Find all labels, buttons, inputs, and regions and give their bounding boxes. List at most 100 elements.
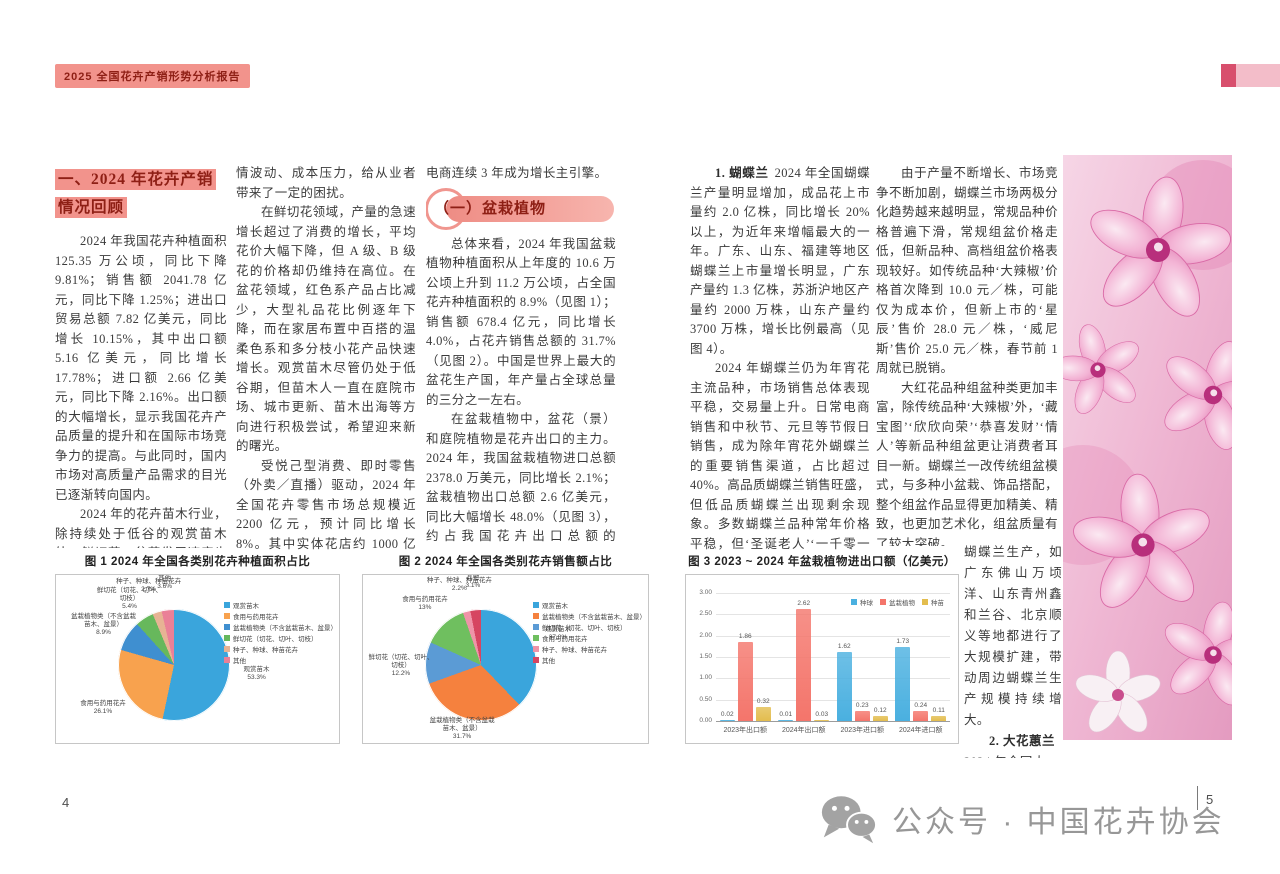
gridline [716,699,950,701]
pie-slice-label: 盆栽植物类（不含盆栽苗木、盆景） 31.7% [429,717,495,740]
body-column-2: 情波动、成本压力，给从业者带来了一定的困扰。 在鲜切花领域，产量的急速增长超过了… [236,164,416,550]
legend-item: 其他 [533,655,643,665]
legend-item: 种球 [851,597,873,607]
legend-item: 食用与药用花卉 [533,633,643,643]
wechat-watermark: 公众号 · 中国花卉协会 [818,793,1225,845]
legend-label: 种子、种球、种苗花卉 [233,647,298,654]
legend-label: 食用与药用花卉 [233,614,279,621]
bar-value-label: 1.86 [738,632,752,640]
wechat-icon [821,796,878,844]
page-number-divider [1197,786,1198,810]
bar-种球 [836,651,852,721]
legend-item: 鲜切花（切花、切叶、切枝） [224,633,334,643]
legend-swatch [224,624,230,630]
body-column-4: 1. 蝴蝶兰 2024 年全国蝴蝶兰产量明显增加，成品花上市量约 2.0 亿株，同… [690,164,870,550]
report-title-tag: 2025 全国花卉产销形势分析报告 [55,64,250,88]
pie-slice-label: 种子、种球、种苗花卉 2.2% [426,576,492,592]
legend-item: 种子、种球、种苗花卉 [224,644,334,654]
watermark-text: 公众号 · 中国花卉协会 [892,806,1225,839]
legend-item: 种苗 [922,597,944,607]
legend-label: 种苗 [931,600,944,607]
x-axis-label: 2023年出口额 [723,727,768,734]
y-axis-tick: 1.00 [699,674,712,682]
legend-item: 盆栽植物类（不含盆栽苗木、盆景） [533,611,646,621]
y-axis-tick: 2.00 [699,631,712,639]
paragraph: 在鲜切花领域，产量的急速增长超过了消费的增长，平均花价大幅下降，但 A 级、B … [236,205,416,453]
x-axis-label: 2024年出口额 [781,727,826,734]
y-axis-tick: 0.00 [699,717,712,724]
bar-种球 [895,647,911,721]
legend-label: 种球 [860,600,873,607]
orchid-photo-image [1063,155,1232,740]
figure-1-pie-planting-area: 图 1 2024 年全国各类别花卉种植面积占比 观赏苗木 53.3% 食用与药用花… [55,553,340,744]
legend-label: 其他 [542,658,555,665]
bar-legend: 种球 盆栽植物 种苗 [851,597,944,607]
paragraph: 2024 年全国大 [964,752,1062,758]
paragraph-text: 2024 年全国蝴蝶兰产量明显增加，成品花上市量约 2.0 亿株，同比增长 20… [690,166,870,356]
bar-种苗 [755,707,771,721]
x-axis-label: 2023年进口额 [840,727,885,734]
paragraph: 大红花品种组盆种类更加丰富，除传统品种‘大辣椒’外，‘藏宝图’‘欣欣向荣’‘恭喜… [876,380,1058,547]
pie-graphic [425,609,537,721]
bar-value-label: 2.62 [797,600,811,608]
legend-label: 盆栽植物 [889,600,915,607]
bar-value-label: 0.24 [914,701,928,709]
bar-value-label: 0.01 [779,711,793,718]
body-column-3: 电商连续 3 年成为增长主引擎。 （一）盆栽植物 总体来看，2024 年我国盆栽… [426,164,616,550]
legend-label: 鲜切花（切花、切叶、切枝） [542,625,627,632]
bar-种苗 [814,719,830,721]
paragraph: 2024 年的花卉苗木行业，除持续处于低谷的观赏苗木外，鲜切花、盆花发展速度也逐… [55,507,227,548]
bar-种球 [778,720,794,721]
pie-legend: 观赏苗木盆栽植物类（不含盆栽苗木、盆景） 鲜切花（切花、切叶、切枝） 食用与药用花卉… [533,599,646,666]
bar-盆栽植物 [913,710,929,721]
pie-slice-label: 观赏苗木 53.3% [243,665,270,681]
legend-swatch [533,635,539,641]
figure-1-caption: 图 1 2024 年全国各类别花卉种植面积占比 [84,556,311,568]
pie-slice-label: 鲜切花（切花、切叶、切枝） 12.2% [368,653,434,677]
y-axis-tick: 3.00 [699,589,712,596]
legend-label: 盆栽植物类（不含盆栽苗木、盆景） [542,614,646,621]
page-number-right: 5 [1206,792,1214,807]
paragraph: 电商连续 3 年成为增长主引擎。 [426,166,608,180]
y-axis-tick: 2.50 [699,610,712,618]
pie-slice-label: 鲜切花（切花、切叶、切枝） 5.4% [97,586,163,610]
legend-swatch [533,624,539,630]
corner-accent-bar [1236,64,1280,87]
gridline [716,593,950,594]
bar-value-label: 0.23 [855,702,869,710]
gridline [716,657,950,658]
body-column-5: 由于产量不断增长、市场竞争不断加剧，蝴蝶兰市场两极分化趋势越来越明显，常规品种价… [876,164,1058,546]
bar-value-label: 0.32 [756,698,770,706]
y-axis-tick: 0.50 [699,695,712,703]
pie-slice-label: 盆栽植物类（不含盆栽苗木、盆景） 8.9% [71,613,136,637]
gridline [716,678,950,680]
section-title-text: 一、2024 年花卉产销情况回顾 [55,169,217,218]
numbered-subheading: 2. 大花蕙兰 [989,734,1056,748]
bar-盆栽植物 [854,711,870,721]
subsection-label: （一）盆栽植物 [434,200,547,217]
gridline [716,614,950,616]
numbered-subheading: 1. 蝴蝶兰 [715,166,769,180]
bar-value-label: 1.62 [837,642,851,650]
figure-3-chart-box: 0.02 1.86 0.32 0.01 2.62 0.03 1.62 0.23 0.12 1.73… [685,574,959,744]
legend-swatch [533,657,539,663]
pie-slice-label: 其他 3.1% [465,574,481,590]
legend-swatch [533,602,539,608]
paragraph: 2024 年我国花卉种植面积 125.35 万公顷，同比下降 9.81%；销售额… [55,234,227,502]
legend-label: 其他 [233,658,246,665]
bar-plot-area: 0.02 1.86 0.32 0.01 2.62 0.03 1.62 0.23 0.12 1.73… [716,593,950,722]
legend-swatch [533,613,539,619]
y-axis-tick: 1.50 [699,653,712,660]
legend-item: 盆栽植物 [880,597,915,607]
legend-label: 食用与药用花卉 [542,636,588,643]
legend-swatch [851,599,857,605]
legend-item: 观赏苗木 [533,600,643,610]
bar-盆栽植物 [796,609,812,721]
legend-label: 鲜切花（切花、切叶、切枝） [233,636,318,643]
pie-slice-label: 食用与药用花卉 13% [402,595,448,611]
pill-background [446,195,614,222]
subsection-header-potted-plants: （一）盆栽植物 [426,187,616,230]
paragraph: 总体来看，2024 年我国盆栽植物种植面积从上年度的 10.6 万公顷上升到 1… [426,236,616,407]
paragraph: 2024 年蝴蝶兰仍为年宵花主流品种，市场销售总体表现平稳，交易量上升。日常电商… [690,361,870,550]
legend-item: 食用与药用花卉 [224,611,334,621]
